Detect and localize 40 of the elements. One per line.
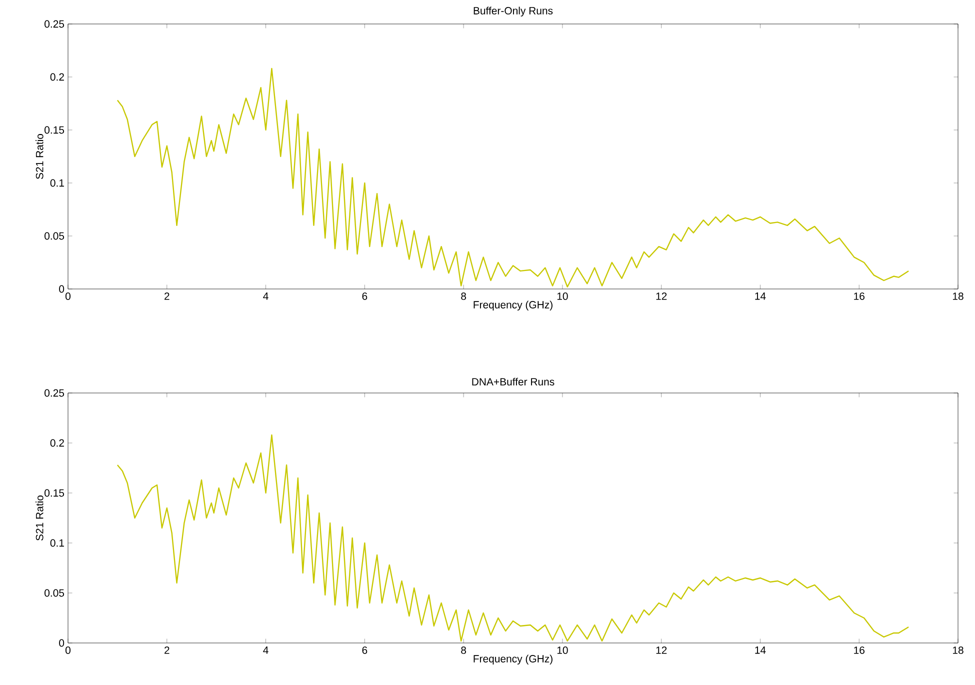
x-tick-label: 6 (362, 646, 368, 654)
x-tick-label: 4 (263, 646, 268, 654)
y-tick-label: 0.2 (50, 73, 64, 81)
y-tick-label: 0 (59, 285, 64, 293)
x-tick-label: 18 (952, 646, 964, 654)
y-axis-title: S21 Ratio (36, 134, 44, 179)
chart-title: DNA+Buffer Runs (472, 378, 554, 386)
x-axis-title: Frequency (GHz) (474, 654, 552, 664)
y-tick-label: 0 (59, 639, 64, 647)
chart-title: Buffer-Only Runs (474, 6, 553, 16)
x-tick-label: 10 (557, 646, 568, 654)
y-tick-label: 0.05 (44, 232, 64, 240)
x-tick-label: 16 (854, 646, 864, 654)
x-tick-label: 12 (656, 646, 667, 654)
x-tick-label: 0 (66, 646, 71, 654)
y-tick-label: 0.15 (44, 489, 64, 497)
y-axis-title: S21 Ratio (36, 495, 44, 540)
x-tick-label: 8 (461, 292, 466, 300)
x-tick-label: 6 (362, 292, 368, 300)
x-tick-label: 4 (263, 292, 268, 300)
line-series (116, 68, 910, 288)
x-tick-label: 12 (656, 292, 667, 300)
y-tick-label: 0.1 (50, 179, 64, 187)
y-tick-label: 0.25 (44, 389, 64, 397)
x-tick-label: 14 (755, 292, 766, 300)
line-series (116, 434, 910, 642)
x-tick-label: 2 (164, 646, 170, 654)
x-tick-label: 2 (164, 292, 170, 300)
y-tick-label: 0.15 (44, 126, 64, 134)
y-tick-label: 0.2 (50, 439, 64, 447)
y-tick-label: 0.25 (44, 20, 64, 28)
x-tick-label: 14 (755, 646, 766, 654)
x-tick-label: 8 (461, 646, 466, 654)
y-tick-label: 0.05 (44, 589, 64, 597)
y-tick-label: 0.1 (50, 539, 64, 547)
x-axis-title: Frequency (GHz) (474, 300, 552, 310)
x-tick-label: 18 (952, 292, 964, 300)
x-tick-label: 0 (66, 292, 71, 300)
x-tick-label: 16 (854, 292, 864, 300)
x-tick-label: 10 (557, 292, 568, 300)
